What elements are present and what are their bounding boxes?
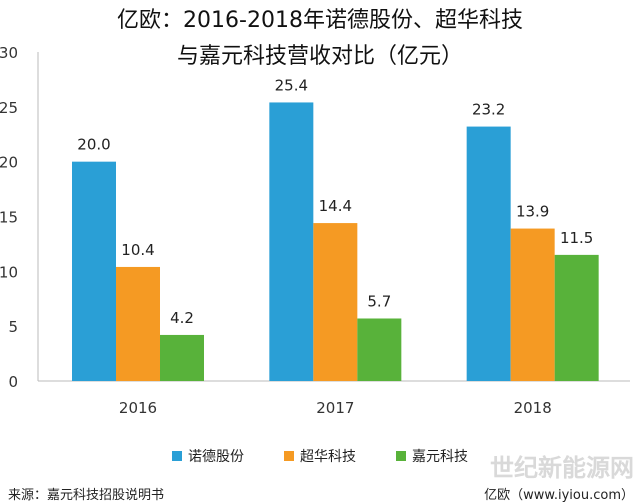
- y-tick-label: 15: [0, 209, 18, 227]
- bar: [554, 254, 599, 381]
- legend-swatch-1: [172, 451, 182, 461]
- data-label: 25.4: [275, 76, 308, 94]
- source-note: 来源：嘉元科技招股说明书: [8, 488, 165, 503]
- legend-swatch-2: [284, 451, 294, 461]
- legend-item-2: 超华科技: [284, 446, 356, 466]
- y-tick-label: 5: [8, 318, 18, 336]
- bar: [313, 223, 358, 381]
- data-label: 4.2: [170, 309, 194, 327]
- data-label: 23.2: [472, 101, 505, 119]
- y-tick-label: 20: [0, 154, 18, 172]
- legend: 诺德股份 超华科技 嘉元科技: [0, 446, 640, 466]
- y-tick-label: 25: [0, 99, 18, 117]
- legend-item-3: 嘉元科技: [396, 446, 468, 466]
- x-tick-label: 2018: [514, 399, 552, 417]
- legend-swatch-3: [396, 451, 406, 461]
- bar: [116, 266, 160, 381]
- data-label: 14.4: [319, 197, 352, 215]
- legend-label-1: 诺德股份: [188, 449, 244, 465]
- data-label: 5.7: [367, 292, 391, 310]
- data-label: 20.0: [77, 136, 110, 154]
- watermark: 世纪新能源网: [490, 454, 634, 482]
- bar: [510, 228, 555, 381]
- bar: [269, 102, 314, 382]
- y-tick-label: 0: [8, 373, 18, 391]
- x-tick-label: 2016: [119, 399, 157, 417]
- bar: [466, 126, 511, 381]
- bar: [72, 161, 116, 381]
- data-label: 10.4: [121, 241, 154, 259]
- chart-title: 亿欧：2016-2018年诺德股份、超华科技: [117, 8, 523, 33]
- x-tick-label: 2017: [316, 399, 354, 417]
- chart-title-line2: 与嘉元科技营收对比（亿元）: [176, 44, 463, 69]
- bar: [357, 318, 402, 381]
- legend-label-2: 超华科技: [300, 449, 356, 465]
- data-label: 11.5: [560, 229, 593, 247]
- legend-item-1: 诺德股份: [172, 446, 244, 466]
- y-tick-label: 10: [0, 263, 18, 281]
- data-label: 13.9: [516, 203, 549, 221]
- y-tick-label: 30: [0, 44, 18, 62]
- credit-note: 亿欧（www.iyiou.com）: [484, 488, 634, 503]
- bar: [160, 334, 204, 381]
- legend-label-3: 嘉元科技: [412, 449, 468, 465]
